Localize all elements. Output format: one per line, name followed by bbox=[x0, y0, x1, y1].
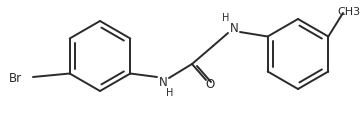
Text: N: N bbox=[159, 75, 167, 89]
Text: O: O bbox=[205, 77, 215, 91]
Text: H: H bbox=[222, 13, 230, 23]
Text: CH3: CH3 bbox=[337, 7, 361, 17]
Text: H: H bbox=[166, 88, 174, 98]
Text: N: N bbox=[230, 22, 238, 35]
Text: Br: Br bbox=[8, 72, 21, 85]
